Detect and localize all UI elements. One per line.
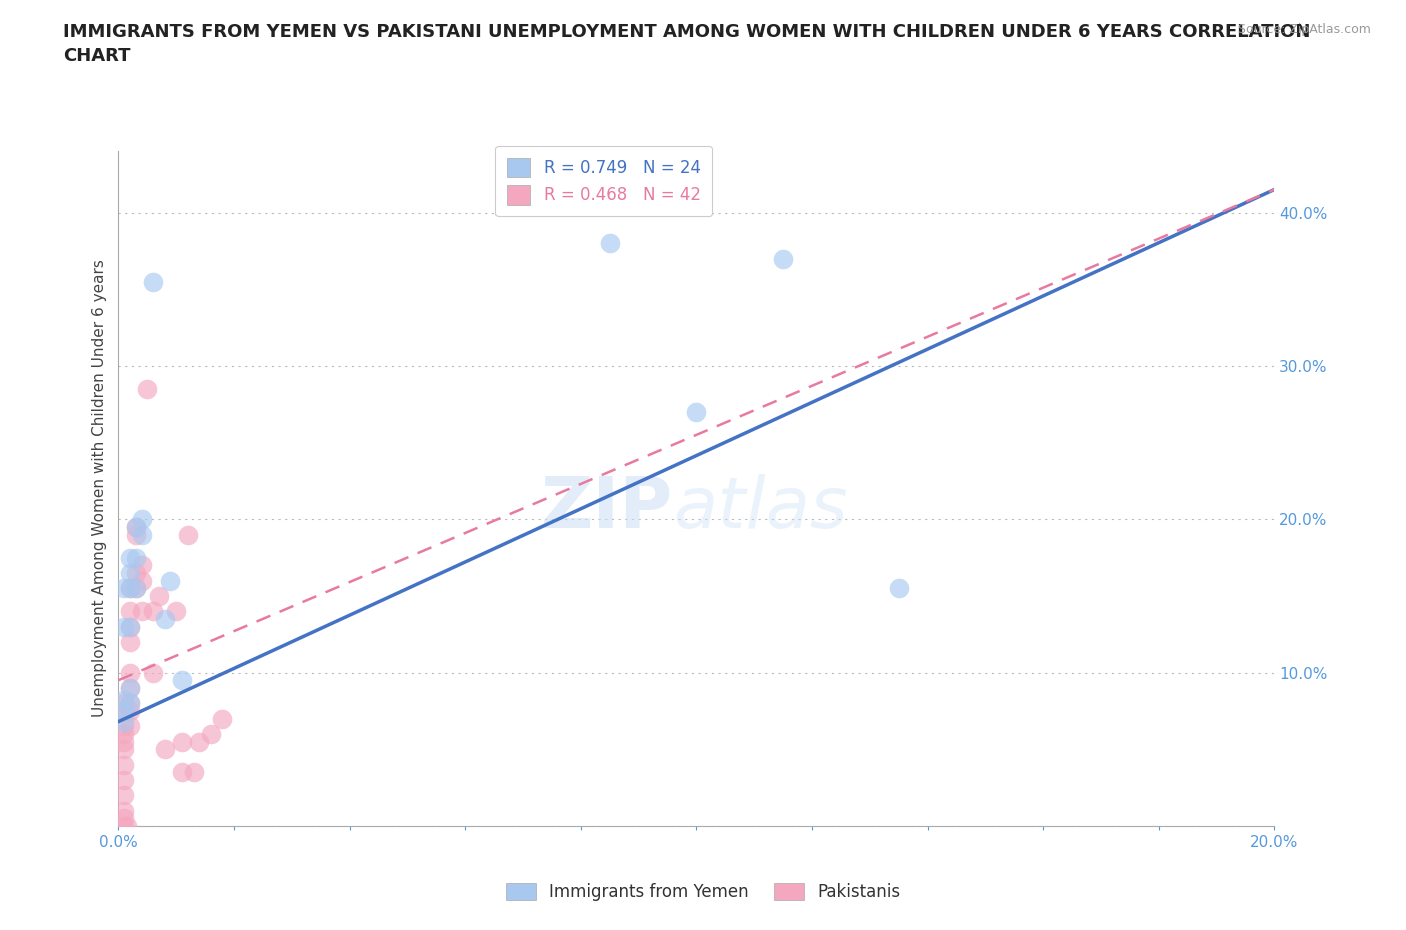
Point: [165, 604, 187, 618]
Point: [153, 742, 176, 757]
Point: [159, 573, 181, 588]
Point: [112, 703, 135, 718]
Point: [125, 527, 148, 542]
Legend: R = 0.749   N = 24, R = 0.468   N = 42: R = 0.749 N = 24, R = 0.468 N = 42: [495, 146, 713, 216]
Text: IMMIGRANTS FROM YEMEN VS PAKISTANI UNEMPLOYMENT AMONG WOMEN WITH CHILDREN UNDER : IMMIGRANTS FROM YEMEN VS PAKISTANI UNEMP…: [63, 23, 1310, 65]
Point: [131, 573, 153, 588]
Point: [118, 703, 141, 718]
Point: [118, 580, 141, 595]
Point: [142, 274, 165, 289]
Point: [112, 696, 135, 711]
Point: [112, 703, 135, 718]
Point: [118, 550, 141, 565]
Point: [170, 734, 193, 749]
Point: [148, 589, 170, 604]
Point: [170, 672, 193, 687]
Point: [112, 742, 135, 757]
Legend: Immigrants from Yemen, Pakistanis: Immigrants from Yemen, Pakistanis: [499, 876, 907, 908]
Point: [142, 665, 165, 680]
Point: [131, 604, 153, 618]
Point: [170, 764, 193, 779]
Point: [112, 788, 135, 803]
Point: [887, 580, 910, 595]
Point: [118, 719, 141, 734]
Point: [112, 734, 135, 749]
Point: [125, 520, 148, 535]
Point: [188, 734, 211, 749]
Point: [131, 558, 153, 573]
Point: [112, 726, 135, 741]
Point: [125, 580, 148, 595]
Point: [136, 381, 159, 396]
Point: [118, 565, 141, 580]
Point: [112, 811, 135, 826]
Point: [115, 818, 138, 833]
Point: [131, 512, 153, 526]
Point: [118, 604, 141, 618]
Point: [118, 681, 141, 696]
Point: [211, 711, 233, 726]
Point: [153, 611, 176, 626]
Text: atlas: atlas: [673, 474, 848, 543]
Point: [125, 520, 148, 535]
Text: ZIP: ZIP: [541, 474, 673, 543]
Point: [118, 619, 141, 634]
Point: [118, 696, 141, 711]
Point: [599, 235, 621, 250]
Point: [112, 818, 135, 833]
Point: [112, 757, 135, 772]
Point: [118, 580, 141, 595]
Point: [177, 527, 200, 542]
Point: [183, 764, 205, 779]
Y-axis label: Unemployment Among Women with Children Under 6 years: Unemployment Among Women with Children U…: [93, 259, 107, 717]
Point: [125, 550, 148, 565]
Point: [685, 405, 707, 419]
Point: [125, 565, 148, 580]
Point: [112, 693, 135, 708]
Text: Source: ZipAtlas.com: Source: ZipAtlas.com: [1237, 23, 1371, 36]
Point: [772, 251, 794, 266]
Point: [200, 726, 222, 741]
Point: [118, 696, 141, 711]
Point: [112, 580, 135, 595]
Point: [112, 619, 135, 634]
Point: [142, 604, 165, 618]
Point: [112, 773, 135, 788]
Point: [131, 527, 153, 542]
Point: [118, 665, 141, 680]
Point: [112, 719, 135, 734]
Point: [125, 580, 148, 595]
Point: [118, 619, 141, 634]
Point: [112, 804, 135, 818]
Point: [112, 714, 135, 729]
Point: [118, 681, 141, 696]
Point: [118, 634, 141, 649]
